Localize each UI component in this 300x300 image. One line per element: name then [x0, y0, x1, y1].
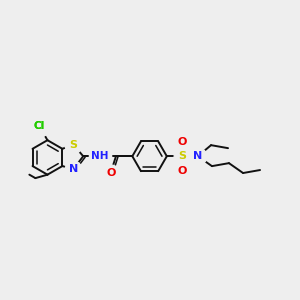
Text: S: S: [69, 140, 77, 149]
Text: NH: NH: [91, 151, 108, 161]
Text: Cl: Cl: [34, 121, 45, 131]
Text: O: O: [178, 136, 187, 147]
Text: N: N: [193, 151, 203, 161]
Text: N: N: [69, 164, 78, 174]
Text: O: O: [106, 168, 116, 178]
Text: Cl: Cl: [34, 121, 45, 131]
Text: O: O: [178, 166, 187, 176]
Text: S: S: [178, 151, 186, 161]
